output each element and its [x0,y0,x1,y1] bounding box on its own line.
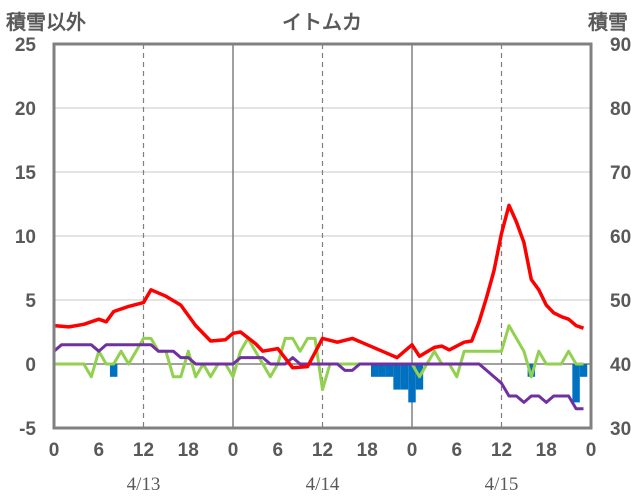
x-tick-label: 12 [133,440,154,461]
right-tick-label: 80 [610,99,631,120]
right-tick-label: 40 [610,355,631,376]
plot-frame [52,42,593,430]
precip-bar [400,364,409,390]
x-tick-label: 0 [586,440,597,461]
x-tick-label: 6 [272,440,283,461]
right-tick-label: 30 [610,419,631,440]
precip-bar [393,364,401,390]
red-series-line [53,203,585,370]
left-tick-label: -5 [19,419,36,440]
date-label: 4/13 [127,474,161,495]
precip-bar [385,364,394,377]
left-tick-label: 5 [25,291,36,312]
green-series-line [54,324,584,392]
date-label: 4/14 [306,474,340,495]
x-tick-label: 6 [451,440,462,461]
right-tick-label: 70 [610,163,631,184]
precip-bar [527,364,536,377]
precip-bar [579,364,588,377]
grid [54,44,591,428]
x-tick-label: 18 [536,440,557,461]
right-tick-label: 50 [610,291,631,312]
left-axis-title: 積雪以外 [6,12,86,34]
left-tick-label: 20 [15,99,36,120]
right-tick-label: 90 [610,35,631,56]
precip-bar [378,364,386,377]
x-tick-label: 0 [228,440,239,461]
chart-title: イトムカ [282,12,362,34]
right-tick-label: 60 [610,227,631,248]
left-tick-label: 15 [15,163,37,184]
precip-bar [109,364,118,377]
x-tick-label: 0 [49,440,60,461]
x-tick-label: 18 [178,440,199,461]
x-tick-label: 12 [491,440,512,461]
left-tick-label: 10 [15,227,36,248]
purple-series-line [53,343,584,411]
left-tick-label: 0 [25,355,36,376]
left-tick-label: 25 [15,35,37,56]
precip-bar [370,364,379,377]
x-tick-label: 0 [407,440,418,461]
x-tick-label: 18 [357,440,378,461]
precip-bar [408,364,416,403]
precip-bar [572,364,580,403]
right-axis-title: 積雪 [588,12,628,34]
x-tick-label: 6 [93,440,104,461]
series-lines [53,203,585,411]
date-label: 4/15 [485,474,519,495]
x-tick-label: 12 [312,440,333,461]
